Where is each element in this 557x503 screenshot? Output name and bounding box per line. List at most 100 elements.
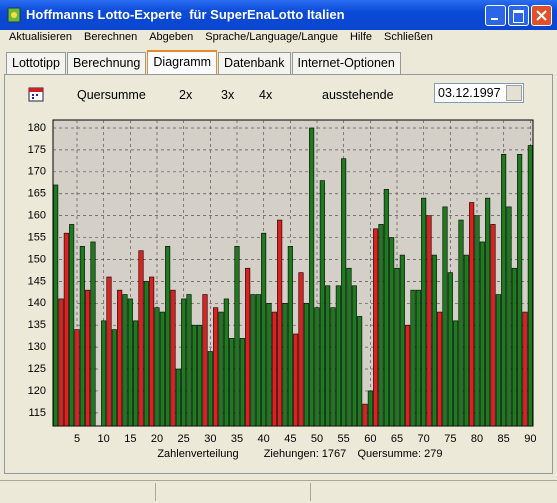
calendar-icon[interactable] bbox=[28, 86, 44, 102]
bar bbox=[111, 329, 117, 427]
bar bbox=[501, 153, 507, 427]
bar bbox=[474, 215, 480, 427]
bar bbox=[106, 276, 112, 427]
bar bbox=[319, 180, 325, 427]
bar bbox=[447, 272, 453, 427]
bar bbox=[245, 267, 251, 427]
app-icon bbox=[7, 7, 21, 23]
menu-item[interactable]: Abgeben bbox=[149, 31, 194, 43]
y-tick-label: 145 bbox=[28, 275, 46, 287]
toolbar-button[interactable]: ausstehende bbox=[322, 88, 394, 102]
bar bbox=[277, 219, 283, 427]
bar bbox=[314, 307, 320, 427]
toolbar-button[interactable]: Quersumme bbox=[77, 88, 146, 102]
bar bbox=[218, 311, 224, 427]
bar bbox=[175, 368, 181, 427]
bar bbox=[261, 232, 267, 427]
bar bbox=[351, 285, 357, 427]
bar bbox=[143, 281, 149, 427]
tab[interactable]: Berechnung bbox=[66, 52, 147, 74]
bar bbox=[122, 294, 128, 427]
bar bbox=[426, 215, 432, 427]
y-tick-label: 115 bbox=[28, 407, 46, 419]
y-tick-label: 160 bbox=[28, 210, 46, 222]
tab[interactable]: Internet-Optionen bbox=[291, 52, 401, 74]
menu-item[interactable]: Aktualisieren bbox=[9, 31, 72, 43]
y-tick-label: 170 bbox=[28, 166, 46, 178]
bar bbox=[431, 254, 437, 427]
bar bbox=[127, 298, 133, 427]
x-tick-label: 80 bbox=[471, 433, 483, 445]
bar bbox=[165, 246, 171, 427]
x-axis-label: Zahlenverteilung bbox=[157, 448, 238, 460]
bar bbox=[367, 390, 373, 427]
bar bbox=[298, 272, 304, 427]
tab-strip: Lottotipp Berechnung Diagramm Datenbank Inte… bbox=[6, 50, 402, 74]
x-tick-label: 90 bbox=[524, 433, 536, 445]
x-tick-label: 20 bbox=[151, 433, 163, 445]
bar bbox=[453, 320, 459, 427]
toolbar-button[interactable]: 3x bbox=[221, 88, 235, 102]
close-icon bbox=[536, 10, 547, 21]
bar bbox=[255, 294, 261, 427]
bar bbox=[378, 224, 384, 427]
bar bbox=[271, 311, 277, 427]
close-button[interactable] bbox=[531, 5, 552, 26]
bar bbox=[282, 302, 288, 427]
bar bbox=[357, 316, 363, 427]
bar bbox=[250, 294, 256, 427]
bar bbox=[287, 246, 293, 427]
bar bbox=[303, 302, 309, 427]
date-combo[interactable]: 03.12.1997 bbox=[434, 83, 524, 103]
menu-item[interactable]: Hilfe bbox=[349, 31, 372, 43]
x-tick-label: 40 bbox=[258, 433, 270, 445]
bar bbox=[181, 298, 187, 427]
tab[interactable]: Datenbank bbox=[218, 52, 291, 74]
maximize-button[interactable] bbox=[508, 5, 529, 26]
minimize-button[interactable] bbox=[485, 5, 506, 26]
window-title: Hoffmanns Lotto-Experte für SuperEnaLott… bbox=[26, 7, 345, 22]
bar bbox=[405, 324, 411, 427]
bar bbox=[335, 285, 341, 427]
x-tick-label: 45 bbox=[284, 433, 296, 445]
menu-item[interactable]: Sprache/Language/Langue bbox=[205, 31, 338, 43]
y-tick-label: 165 bbox=[28, 188, 46, 200]
bar bbox=[90, 241, 96, 427]
bar bbox=[341, 158, 347, 427]
bar bbox=[373, 228, 379, 427]
bar bbox=[74, 329, 80, 427]
bar bbox=[479, 241, 485, 427]
menu-item[interactable]: Schließen bbox=[384, 31, 433, 43]
y-tick-label: 175 bbox=[28, 144, 46, 156]
tab[interactable]: Lottotipp bbox=[6, 52, 66, 74]
x-tick-label: 55 bbox=[338, 433, 350, 445]
bar bbox=[442, 206, 448, 427]
bar bbox=[469, 202, 475, 427]
y-tick-label: 140 bbox=[28, 297, 46, 309]
x-axis-label: Quersumme: 279 bbox=[358, 448, 443, 460]
toolbar-button[interactable]: 4x bbox=[259, 88, 273, 102]
title-bar: Hoffmanns Lotto-Experte für SuperEnaLott… bbox=[0, 0, 557, 30]
x-tick-label: 60 bbox=[364, 433, 376, 445]
bar bbox=[101, 320, 107, 427]
bar bbox=[58, 298, 64, 427]
x-tick-label: 25 bbox=[178, 433, 190, 445]
y-tick-label: 135 bbox=[28, 319, 46, 331]
bar bbox=[239, 338, 245, 427]
tab[interactable]: Diagramm bbox=[147, 50, 218, 74]
bar bbox=[149, 276, 155, 427]
x-tick-label: 70 bbox=[418, 433, 430, 445]
bar bbox=[53, 184, 59, 427]
x-tick-label: 30 bbox=[204, 433, 216, 445]
x-tick-label: 5 bbox=[74, 433, 80, 445]
combo-arrow[interactable] bbox=[506, 85, 522, 101]
bar bbox=[154, 307, 160, 427]
bar bbox=[410, 289, 416, 427]
bar bbox=[170, 289, 176, 427]
toolbar-button[interactable]: 2x bbox=[179, 88, 193, 102]
bar bbox=[293, 333, 299, 427]
bar bbox=[485, 197, 491, 427]
menu-item[interactable]: Berechnen bbox=[83, 31, 138, 43]
